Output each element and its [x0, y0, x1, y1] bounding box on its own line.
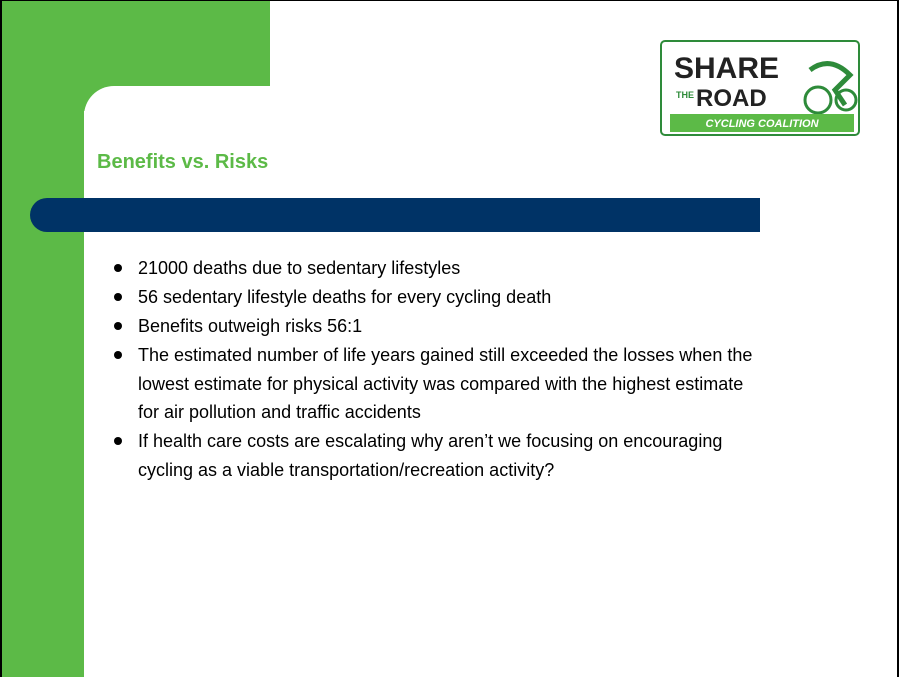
- logo-text: CYCLING COALITION: [705, 118, 819, 130]
- bullet: Benefits outweigh risks 56:1: [110, 312, 760, 341]
- bullet: If health care costs are escalating why …: [110, 427, 760, 484]
- bullet: The estimated number of life years gaine…: [110, 341, 760, 427]
- content-corner: [84, 86, 284, 186]
- logo-text: THE: [676, 90, 694, 100]
- green-side: [2, 1, 84, 677]
- logo-banner: [670, 114, 854, 132]
- logo-rider: [808, 61, 854, 107]
- bullet-list: 21000 deaths due to sedentary lifestyles…: [110, 254, 760, 485]
- slide-title: Benefits vs. Risks: [97, 151, 269, 173]
- title-bar: [30, 198, 760, 232]
- logo-text: ROAD: [696, 85, 767, 112]
- bullet: 56 sedentary lifestyle deaths for every …: [110, 283, 760, 312]
- bullet: 21000 deaths due to sedentary lifestyles: [110, 254, 760, 283]
- logo-text: SHARE: [674, 52, 779, 85]
- logo-wheel: [834, 88, 858, 112]
- logo: SHARE THE ROAD CYCLING COALITION: [660, 40, 860, 136]
- logo-wheel: [803, 85, 833, 115]
